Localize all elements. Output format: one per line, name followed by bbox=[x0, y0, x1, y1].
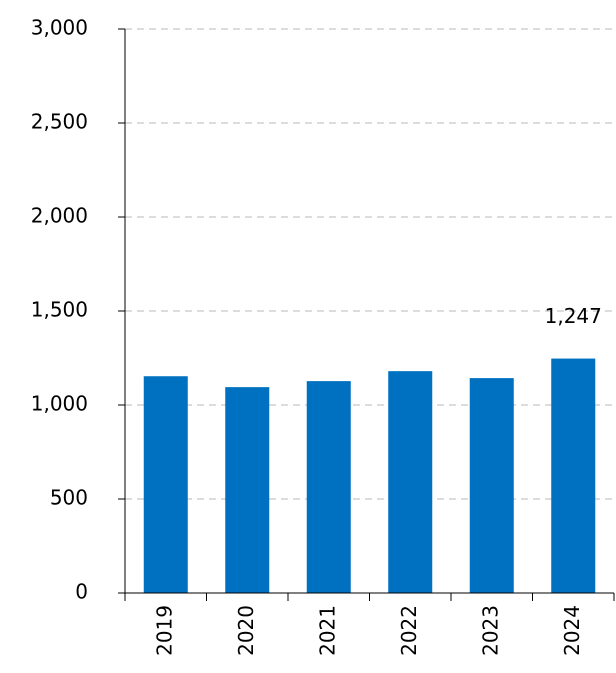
bar bbox=[551, 358, 596, 593]
x-tick-label: 2024 bbox=[560, 605, 584, 656]
data-label: 1,247 bbox=[545, 304, 602, 328]
bar bbox=[388, 371, 433, 593]
x-tick-label: 2020 bbox=[234, 605, 258, 656]
y-tick-label: 2,500 bbox=[31, 110, 88, 134]
y-tick-label: 1,000 bbox=[31, 392, 88, 416]
bar bbox=[469, 378, 514, 593]
bar bbox=[143, 376, 188, 593]
x-tick-label: 2021 bbox=[315, 605, 339, 656]
bar bbox=[225, 387, 270, 593]
y-tick-label: 3,000 bbox=[31, 16, 88, 40]
x-tick-label: 2022 bbox=[397, 605, 421, 656]
bar bbox=[306, 381, 351, 593]
y-tick-label: 1,500 bbox=[31, 298, 88, 322]
y-tick-label: 0 bbox=[75, 580, 88, 604]
x-tick-label: 2023 bbox=[478, 605, 502, 656]
y-tick-label: 500 bbox=[50, 486, 88, 510]
y-tick-label: 2,000 bbox=[31, 204, 88, 228]
x-tick-label: 2019 bbox=[152, 605, 176, 656]
